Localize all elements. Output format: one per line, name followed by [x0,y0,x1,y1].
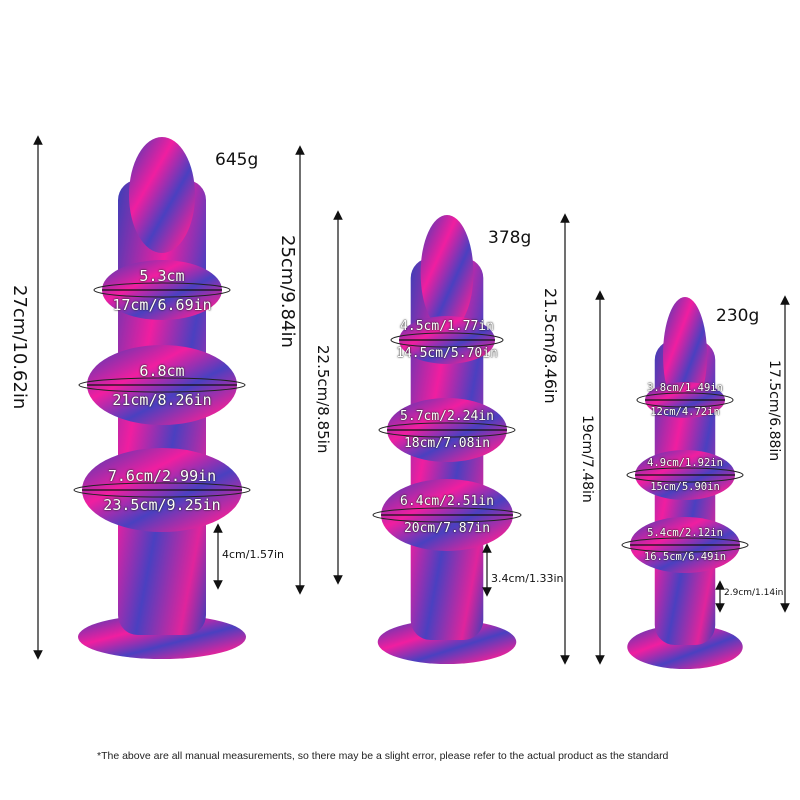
length-label: 25cm/9.84in [277,235,298,348]
bead-diameter-label: 6.8cm [139,362,185,380]
base-gap-label: 2.9cm/1.14in [724,588,784,598]
bead-diameter-label: 3.8cm/1.49in [647,381,723,394]
product-base [78,615,246,659]
circumference-ring [378,422,516,438]
circumference-ring [636,392,734,408]
footnote: *The above are all manual measurements, … [97,750,669,762]
bead-diameter-label: 6.4cm/2.51in [400,494,494,509]
product-1 [372,215,522,664]
product-tip [129,137,195,253]
circumference-ring [621,537,749,553]
total-length-label: 27cm/10.62in [9,285,30,410]
bead-circumference-label: 18cm/7.08in [403,436,491,451]
weight-label: 378g [488,228,532,248]
bead-diameter-label: 4.9cm/1.92in [647,456,723,469]
product-base [377,620,517,664]
bead-circumference-label: 16.5cm/6.49in [643,551,727,563]
circumference-ring [372,507,522,523]
bead-circumference-label: 23.5cm/9.25in [103,496,221,514]
base-gap-label: 3.4cm/1.33in [491,572,564,585]
bead-diameter-label: 5.4cm/2.12in [647,526,723,539]
bead-diameter-label: 5.3cm [139,267,185,285]
bead-diameter-label: 7.6cm/2.99in [107,467,217,485]
product-tip [420,215,474,331]
total-length-label: 17.5cm/6.88in [766,360,782,462]
product-base [627,625,743,669]
product-2 [621,297,749,669]
circumference-ring [626,467,744,483]
length-label: 19cm/7.48in [579,415,595,503]
bead-diameter-label: 4.5cm/1.77in [400,319,494,334]
bead-circumference-label: 21cm/8.26in [112,391,212,409]
weight-label: 645g [215,150,259,170]
circumference-ring [73,482,251,498]
bead-circumference-label: 14.5cm/5.70in [396,346,498,361]
base-gap-label: 4cm/1.57in [222,548,284,561]
bead-circumference-label: 12cm/4.72in [650,406,720,418]
bead-circumference-label: 15cm/5.90in [650,481,720,493]
circumference-ring [390,332,504,348]
bead-circumference-label: 20cm/7.87in [403,521,491,536]
bead-diameter-label: 5.7cm/2.24in [400,409,494,424]
circumference-ring [78,377,246,393]
circumference-ring [93,282,231,298]
weight-label: 230g [716,306,760,326]
bead-circumference-label: 17cm/6.69in [112,296,212,314]
total-length-label: 21.5cm/8.46in [541,288,560,404]
product-0 [73,137,251,659]
length-label: 22.5cm/8.85in [314,345,332,454]
